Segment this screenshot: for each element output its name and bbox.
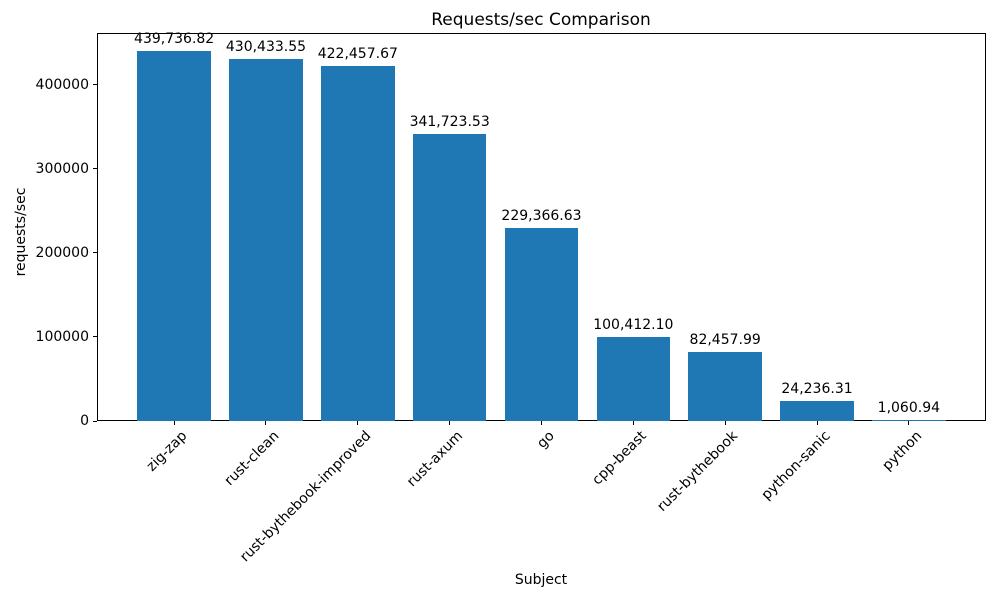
x-tick-mark [816,421,818,425]
bar-value-label: 82,457.99 [689,332,761,348]
bar-value-label: 422,457.67 [317,46,398,62]
y-tick-label: 200000 [35,244,89,261]
x-tick-mark [173,421,175,425]
x-tick-mark [265,421,267,425]
x-tick-label: python-sanic [758,428,834,504]
bar [137,51,211,421]
bar [780,401,854,421]
bar [596,337,671,421]
x-axis-label: Subject [514,572,568,588]
y-tick-mark [93,252,97,254]
bar [321,66,395,421]
bar-value-label: 1,060.94 [877,400,941,416]
bar-value-label: 24,236.31 [781,381,853,397]
x-tick-mark [541,421,542,425]
x-tick-mark [449,421,451,425]
chart-title: Requests/sec Comparison [431,10,651,30]
y-tick-label: 400000 [35,76,89,93]
y-tick-label: 300000 [35,160,89,177]
bar-value-label: 229,366.63 [501,208,582,224]
bar-value-label: 430,433.55 [225,39,307,55]
x-tick-label: zig-zap [143,428,191,475]
x-tick-label: python [879,428,926,474]
x-tick-mark [908,421,910,425]
y-tick-label: 0 [80,413,89,429]
x-tick-mark [724,421,726,425]
y-tick-mark [93,168,97,170]
bar-value-label: 439,736.82 [134,31,215,47]
bar-value-label: 100,412.10 [593,317,674,333]
y-axis-label: requests/sec [13,187,29,277]
x-tick-label: rust-clean [221,428,283,489]
bar [872,420,946,421]
x-tick-mark [357,421,359,425]
y-tick-label: 100000 [35,328,89,345]
x-tick-label: rust-axum [403,428,466,491]
x-tick-label: cpp-beast [589,428,650,489]
bar-value-label: 341,723.53 [409,114,490,130]
bar [688,352,762,421]
y-tick-mark [93,84,97,86]
x-tick-label: go [534,428,558,452]
y-tick-mark [93,420,97,422]
bar [229,59,303,421]
x-tick-label: rust-bythebook [654,428,742,515]
x-tick-mark [632,421,634,425]
y-tick-mark [93,336,97,338]
bar [504,228,579,421]
bar [412,134,487,421]
